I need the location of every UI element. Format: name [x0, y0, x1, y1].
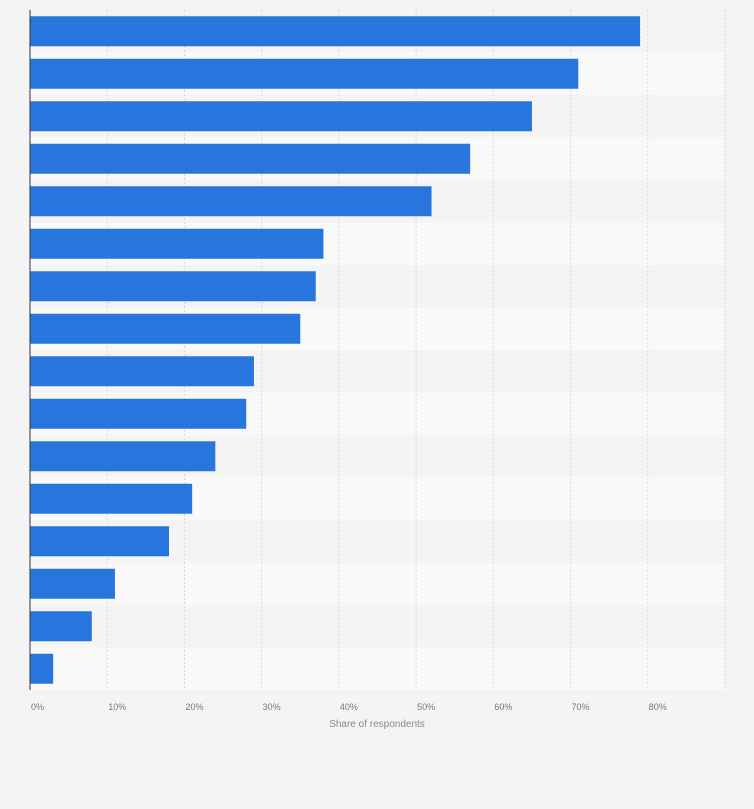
x-tick-label: 40% [340, 702, 358, 712]
x-tick-label: 50% [417, 702, 435, 712]
x-tick-label: 60% [494, 702, 512, 712]
bar-7 [30, 271, 316, 302]
x-tick-label: 10% [108, 702, 126, 712]
bar-15 [30, 611, 92, 642]
bar-10 [30, 398, 247, 429]
row-band [30, 562, 725, 605]
bar-16 [30, 653, 54, 684]
x-tick-label: 20% [185, 702, 203, 712]
x-tick-label: 0% [31, 702, 44, 712]
row-band [30, 605, 725, 648]
x-tick-label: 70% [572, 702, 590, 712]
x-tick-label: 80% [649, 702, 667, 712]
bar-1 [30, 16, 641, 47]
bar-11 [30, 441, 216, 472]
x-axis-title: Share of respondents [329, 719, 425, 730]
bar-8 [30, 313, 301, 344]
bar-14 [30, 568, 115, 599]
row-band [30, 647, 725, 690]
x-tick-label: 30% [263, 702, 281, 712]
bar-4 [30, 143, 471, 174]
bar-5 [30, 186, 432, 217]
bar-13 [30, 526, 169, 557]
bar-2 [30, 58, 579, 89]
bar-3 [30, 101, 532, 132]
bar-6 [30, 228, 324, 259]
bar-12 [30, 483, 193, 514]
bar-9 [30, 356, 254, 387]
